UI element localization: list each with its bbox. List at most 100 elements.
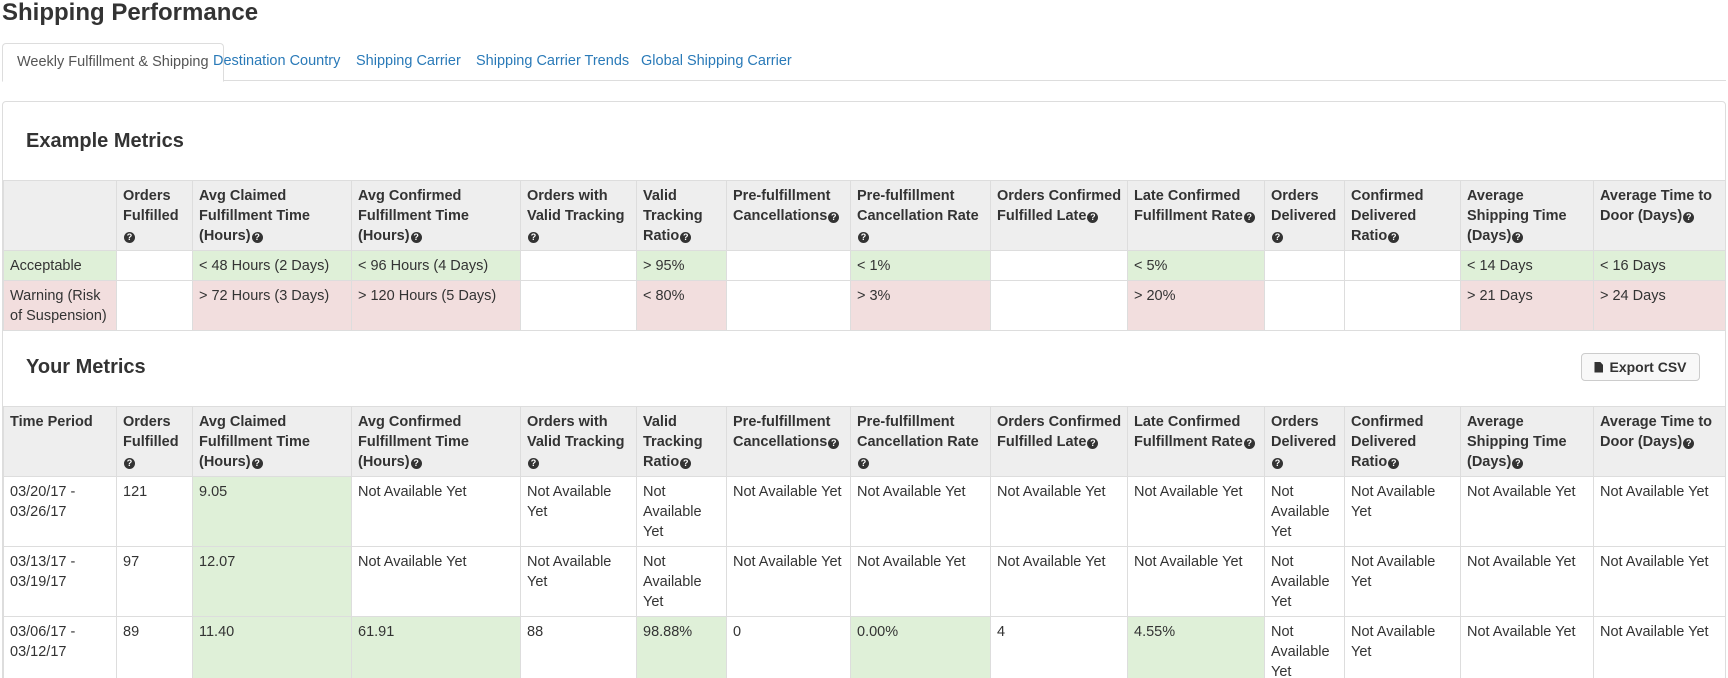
question-circle-icon[interactable]: ? [1272,232,1283,243]
table-cell [726,250,851,281]
metrics-panel [2,101,1726,678]
table-cell: Not Available Yet [1460,546,1594,617]
question-circle-icon[interactable]: ? [1243,438,1255,449]
table-cell [1264,250,1345,281]
table-cell: Not Available Yet [351,476,521,547]
table-cell: Not Available Yet [351,546,521,617]
file-icon [1594,361,1604,373]
col-header-average-shipping-time-days: Average Shipping Time (Days)? [1460,180,1594,251]
table-cell [520,280,637,331]
table-cell: 11.40 [192,616,352,678]
your-metrics-table: Time Period Orders Fulfilled? Avg Claimed … [3,406,1726,678]
table-cell: Not Available Yet [726,546,851,617]
table-cell: Acceptable [3,250,117,281]
table-cell: 97 [116,546,193,617]
table-cell [990,250,1128,281]
question-circle-icon[interactable]: ? [1272,458,1283,469]
col-header-label: Avg Confirmed Fulfillment Time (Hours) [358,414,469,470]
question-circle-icon[interactable]: ? [1087,212,1099,223]
col-header-label: Avg Claimed Fulfillment Time (Hours) [199,414,310,470]
col-header-label: Orders Confirmed Fulfilled Late [997,414,1122,450]
col-header-label: Confirmed Delivered Ratio [1351,188,1424,244]
question-circle-icon[interactable]: ? [858,232,869,243]
question-circle-icon[interactable]: ? [410,232,422,243]
question-circle-icon[interactable]: ? [828,438,840,449]
col-header-avg-claimed-fulfillment-time-hours: Avg Claimed Fulfillment Time (Hours)? [192,406,352,477]
tab-global-shipping-carrier[interactable]: Global Shipping Carrier [641,53,792,69]
tab-shipping-carrier-trends[interactable]: Shipping Carrier Trends [476,53,630,69]
table-cell: Not Available Yet [1593,546,1726,617]
table-cell: Not Available Yet [1593,476,1726,547]
col-header-avg-confirmed-fulfillment-time-hours: Avg Confirmed Fulfillment Time (Hours)? [351,180,521,251]
question-circle-icon[interactable]: ? [1388,232,1400,243]
col-header-time-period: Time Period [3,406,117,477]
table-cell: Warning (Risk of Suspension) [3,280,117,331]
col-header-orders-confirmed-fulfilled-late: Orders Confirmed Fulfilled Late? [990,406,1128,477]
table-cell: 61.91 [351,616,521,678]
table-cell: 12.07 [192,546,352,617]
col-header-blank [3,180,117,251]
table-cell: 89 [116,616,193,678]
col-header-orders-confirmed-fulfilled-late: Orders Confirmed Fulfilled Late? [990,180,1128,251]
col-header-avg-claimed-fulfillment-time-hours: Avg Claimed Fulfillment Time (Hours)? [192,180,352,251]
question-circle-icon[interactable]: ? [828,212,840,223]
question-circle-icon[interactable]: ? [1388,458,1400,469]
table-cell: 0.00% [850,616,991,678]
table-cell: 0 [726,616,851,678]
question-circle-icon[interactable]: ? [680,232,692,243]
table-cell: Not Available Yet [1460,476,1594,547]
tab-shipping-carrier[interactable]: Shipping Carrier [356,53,461,69]
table-cell [1344,280,1461,331]
question-circle-icon[interactable]: ? [251,458,263,469]
table-cell [116,280,193,331]
table-cell: Not Available Yet [1344,616,1461,678]
table-cell: Not Available Yet [1264,476,1345,547]
col-header-label: Orders Delivered [1271,414,1337,450]
table-cell: Not Available Yet [850,546,991,617]
question-circle-icon[interactable]: ? [858,458,869,469]
col-header-orders-with-valid-tracking: Orders with Valid Tracking? [520,406,637,477]
table-cell: Not Available Yet [990,546,1128,617]
table-cell: Not Available Yet [1593,616,1726,678]
table-cell: Not Available Yet [850,476,991,547]
question-circle-icon[interactable]: ? [124,232,135,243]
table-cell: > 95% [636,250,727,281]
col-header-orders-fulfilled: Orders Fulfilled? [116,406,193,477]
col-header-late-confirmed-fulfillment-rate: Late Confirmed Fulfillment Rate? [1127,180,1265,251]
col-header-label: Pre-fulfillment Cancellations [733,188,831,224]
col-header-label: Late Confirmed Fulfillment Rate [1134,188,1243,224]
col-header-orders-with-valid-tracking: Orders with Valid Tracking? [520,180,637,251]
col-header-label: Confirmed Delivered Ratio [1351,414,1424,470]
table-cell: < 48 Hours (2 Days) [192,250,352,281]
question-circle-icon[interactable]: ? [1683,438,1695,449]
col-header-confirmed-delivered-ratio: Confirmed Delivered Ratio? [1344,406,1461,477]
question-circle-icon[interactable]: ? [528,232,539,243]
question-circle-icon[interactable]: ? [528,458,539,469]
question-circle-icon[interactable]: ? [410,458,422,469]
question-circle-icon[interactable]: ? [1683,212,1695,223]
col-header-label: Pre-fulfillment Cancellations [733,414,831,450]
tab-weekly-fulfillment-shipping[interactable]: Weekly Fulfillment & Shipping [2,43,224,82]
question-circle-icon[interactable]: ? [1512,232,1524,243]
table-cell: Not Available Yet [1264,616,1345,678]
col-header-orders-fulfilled: Orders Fulfilled? [116,180,193,251]
export-csv-button[interactable]: Export CSV [1581,353,1700,381]
table-cell: Not Available Yet [520,546,637,617]
table-cell [116,250,193,281]
question-circle-icon[interactable]: ? [1512,458,1524,469]
tab-destination-country[interactable]: Destination Country [213,53,341,69]
col-header-label: Avg Confirmed Fulfillment Time (Hours) [358,188,469,244]
table-cell [1264,280,1345,331]
table-cell: > 72 Hours (3 Days) [192,280,352,331]
col-header-label: Avg Claimed Fulfillment Time (Hours) [199,188,310,244]
question-circle-icon[interactable]: ? [251,232,263,243]
question-circle-icon[interactable]: ? [680,458,692,469]
question-circle-icon[interactable]: ? [124,458,135,469]
question-circle-icon[interactable]: ? [1087,438,1099,449]
col-header-label: Average Shipping Time (Days) [1467,414,1567,470]
col-header-late-confirmed-fulfillment-rate: Late Confirmed Fulfillment Rate? [1127,406,1265,477]
col-header-valid-tracking-ratio: Valid Tracking Ratio? [636,406,727,477]
question-circle-icon[interactable]: ? [1243,212,1255,223]
table-cell: 4.55% [1127,616,1265,678]
table-cell: > 24 Days [1593,280,1726,331]
